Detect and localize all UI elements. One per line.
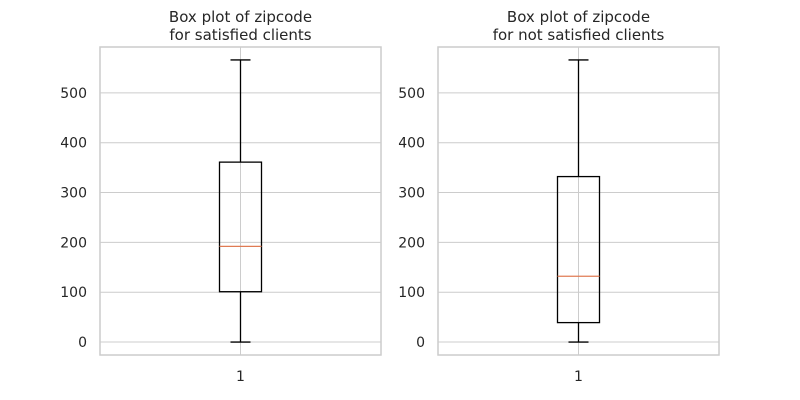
iqr-box (218, 161, 263, 293)
chart-title: for satisfied clients (169, 26, 311, 44)
x-tick-label: 1 (574, 369, 583, 385)
y-tick-label: 100 (398, 285, 425, 301)
subplot-2: 0 100 200 300 400 500 1 Box plot of zipcodefor … (398, 8, 720, 385)
iqr-box (556, 175, 601, 324)
y-tick-label: 500 (398, 86, 425, 102)
chart-title: for not satisfied clients (493, 26, 665, 44)
y-tick-label: 300 (398, 186, 425, 202)
subplot-1: 0 100 200 300 400 500 1 Box plot of zipcodefor … (60, 8, 382, 385)
y-tick-label: 200 (398, 235, 425, 251)
chart-title: Box plot of zipcode (169, 8, 312, 26)
y-tick-label: 200 (60, 235, 87, 251)
y-tick-label: 300 (60, 186, 87, 202)
y-tick-label: 500 (60, 86, 87, 102)
y-tick-label: 400 (60, 136, 87, 152)
chart-title: Box plot of zipcode (507, 8, 650, 26)
y-tick-label: 400 (398, 136, 425, 152)
plot-frame (99, 46, 382, 356)
plot-frame (437, 46, 720, 356)
y-tick-label: 0 (78, 335, 87, 351)
x-tick-label: 1 (236, 369, 245, 385)
y-tick-label: 100 (60, 285, 87, 301)
y-tick-label: 0 (416, 335, 425, 351)
